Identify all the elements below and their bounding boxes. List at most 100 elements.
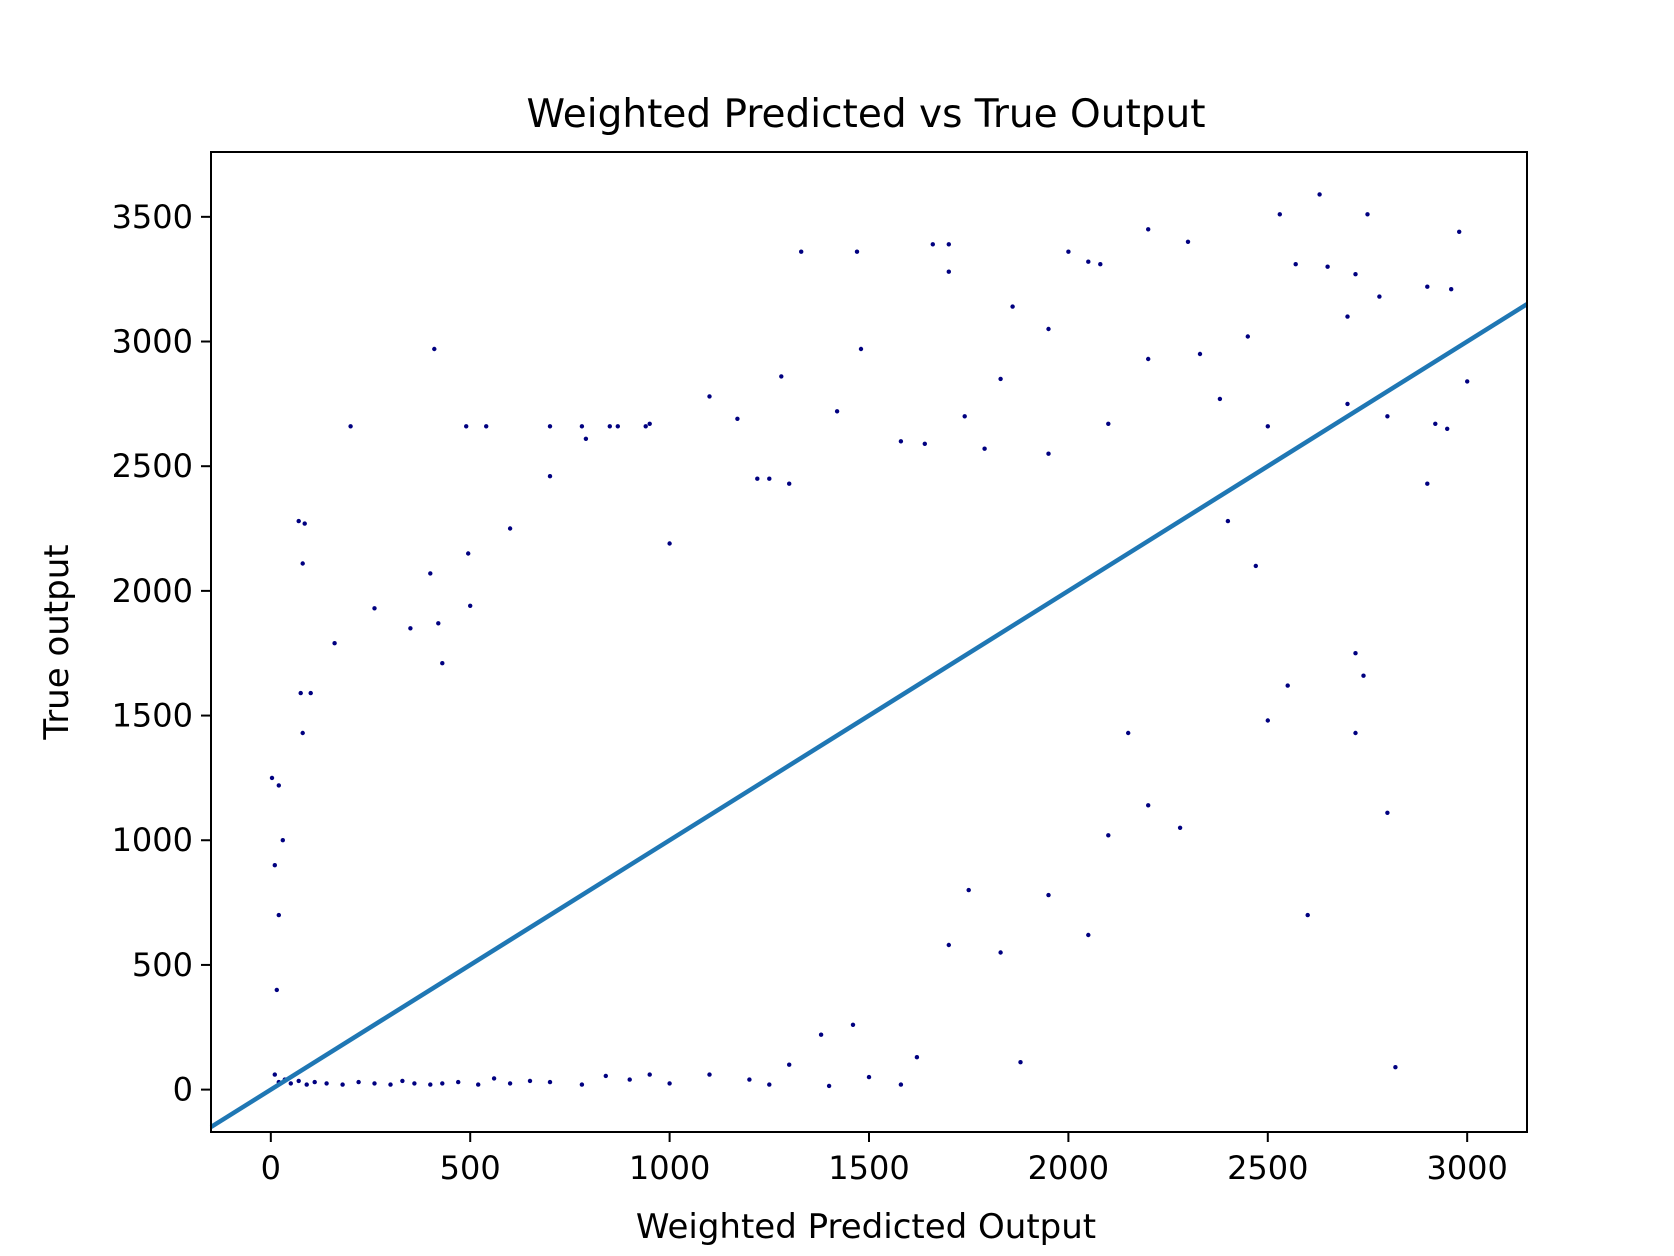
scatter-point (1046, 892, 1051, 898)
scatter-point (1285, 683, 1290, 688)
scatter-point (412, 1081, 417, 1086)
scatter-point (667, 541, 672, 546)
y-tick-label: 3000 (112, 323, 193, 361)
scatter-point (1305, 912, 1310, 918)
scatter-point (1197, 351, 1203, 357)
scatter-point (1265, 718, 1271, 723)
scatter-point (707, 394, 712, 399)
scatter-point (1265, 424, 1271, 429)
scatter-point (579, 424, 585, 429)
scatter-point (834, 409, 840, 414)
scatter-point (1385, 414, 1390, 419)
scatter-point (1217, 396, 1223, 402)
y-tick-label: 1000 (112, 821, 193, 859)
scatter-point (1293, 262, 1298, 267)
scatter-point (854, 249, 860, 254)
scatter-point (607, 424, 612, 429)
scatter-point (1106, 833, 1111, 838)
scatter-point (507, 1081, 513, 1086)
scatter-point (1010, 304, 1015, 309)
scatter-point (296, 518, 301, 524)
scatter-point (1425, 481, 1430, 486)
scatter-point (998, 950, 1003, 955)
scatter-point (298, 690, 303, 696)
scatter-point (787, 1062, 792, 1067)
scatter-point (767, 476, 772, 481)
plot-area (209, 151, 1529, 1133)
y-axis-label: True output (37, 544, 77, 740)
scatter-point (1245, 334, 1251, 339)
scatter-point (432, 346, 437, 352)
scatter-point (643, 424, 648, 429)
x-tick-label: 0 (261, 1149, 281, 1187)
scatter-point (615, 424, 620, 429)
scatter-point (1353, 272, 1358, 277)
scatter-point (1146, 356, 1151, 362)
scatter-point (1317, 192, 1322, 197)
scatter-point (1086, 259, 1091, 264)
y-axis-ticks: 0 500 1000 1500 2000 2500 3000 3500 (112, 198, 211, 1109)
scatter-point (312, 1079, 317, 1085)
x-tick-label: 2500 (1227, 1149, 1308, 1187)
scatter-point (274, 987, 279, 993)
scatter-point (348, 424, 353, 429)
scatter-point (436, 621, 441, 626)
y-tick-label: 3500 (112, 198, 193, 236)
y-tick-label: 2500 (112, 447, 193, 485)
scatter-point (922, 441, 927, 446)
scatter-point (707, 1072, 712, 1077)
scatter-point (850, 1022, 856, 1027)
scatter-point (484, 424, 489, 429)
scatter-point (372, 1081, 377, 1086)
scatter-point (667, 1081, 672, 1086)
y-tick-label: 0 (173, 1071, 193, 1109)
scatter-point (456, 1079, 461, 1085)
scatter-point (1465, 379, 1470, 384)
scatter-point (1325, 264, 1330, 269)
scatter-point (1457, 229, 1462, 234)
scatter-point (583, 436, 589, 441)
reference-line (209, 302, 1529, 1129)
scatter-point (1177, 825, 1183, 830)
scatter-point (408, 626, 413, 631)
scatter-point (946, 942, 951, 948)
scatter-point (898, 1082, 904, 1087)
scatter-point (372, 606, 377, 611)
scatter-point (547, 1079, 553, 1085)
y-tick-label: 1500 (112, 697, 193, 735)
scatter-point (356, 1079, 361, 1085)
scatter-point (747, 1077, 752, 1082)
scatter-point (464, 424, 469, 429)
y-tick-label: 2000 (112, 572, 193, 610)
scatter-point (296, 1078, 301, 1084)
scatter-point (930, 242, 935, 247)
scatter-point (288, 1081, 293, 1086)
scatter-point (440, 1081, 445, 1086)
scatter-point (1225, 518, 1231, 524)
y-tick-label: 500 (132, 946, 193, 984)
scatter-point (1046, 326, 1051, 332)
scatter-point (818, 1032, 824, 1037)
scatter-point (866, 1074, 872, 1080)
scatter-point (468, 603, 473, 608)
scatter-point (1046, 451, 1051, 456)
scatter-point (340, 1082, 345, 1087)
scatter-point (1146, 803, 1151, 808)
scatter-point (1449, 287, 1454, 292)
scatter-point (1098, 262, 1103, 267)
scatter-point (1353, 730, 1358, 736)
scatter-point (1393, 1065, 1398, 1070)
scatter-point (982, 446, 987, 451)
scatter-point (1086, 932, 1091, 938)
x-axis-label: Weighted Predicted Output (636, 1207, 1096, 1247)
scatter-point (1126, 730, 1131, 736)
scatter-point (304, 1082, 309, 1087)
scatter-point (898, 439, 904, 444)
scatter-point (547, 474, 553, 479)
scatter-point (476, 1082, 481, 1087)
x-tick-label: 1500 (828, 1149, 909, 1187)
scatter-point (603, 1073, 608, 1079)
scatter-point (1277, 212, 1283, 217)
scatter-point (276, 783, 281, 788)
scatter-point (1253, 563, 1259, 569)
